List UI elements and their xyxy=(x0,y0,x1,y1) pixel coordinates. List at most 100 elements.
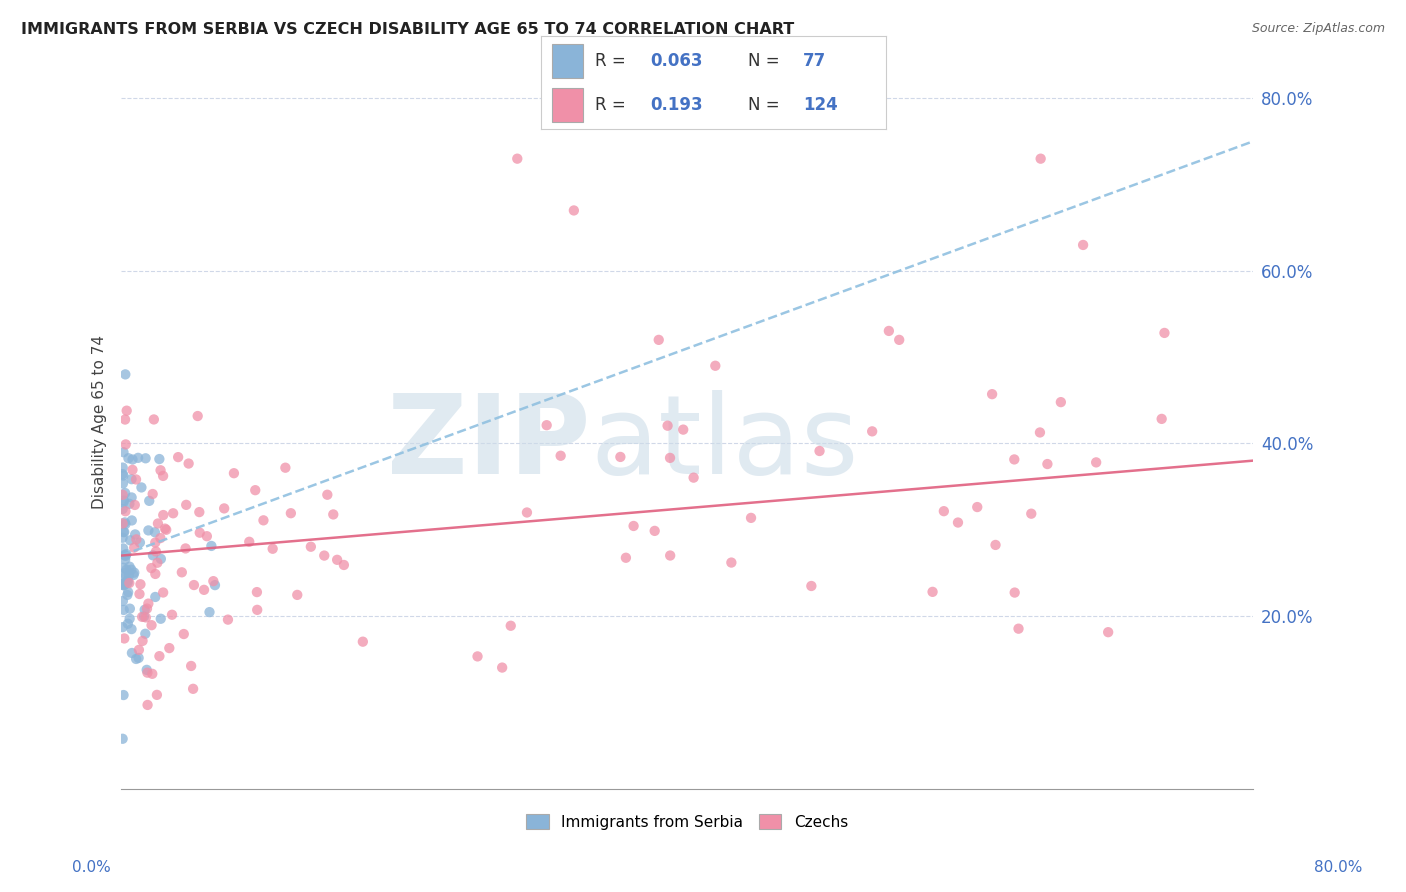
Text: R =: R = xyxy=(595,52,626,70)
Point xyxy=(129,535,152,549)
Point xyxy=(112,603,135,617)
Point xyxy=(659,549,682,563)
Point xyxy=(981,387,1004,401)
Point xyxy=(1036,457,1059,471)
Point xyxy=(740,511,762,525)
Point xyxy=(131,480,153,494)
Point xyxy=(146,556,169,570)
Point xyxy=(174,498,197,512)
Point xyxy=(117,574,139,588)
Point xyxy=(135,451,157,466)
Point xyxy=(322,508,344,522)
Point xyxy=(682,470,704,484)
Point xyxy=(316,488,339,502)
Point xyxy=(252,513,274,527)
Point xyxy=(114,575,136,590)
Point xyxy=(145,544,167,558)
Point xyxy=(111,516,134,531)
Point xyxy=(1153,326,1175,340)
Point xyxy=(246,585,269,599)
Point xyxy=(112,578,135,592)
Point xyxy=(121,452,143,467)
Point xyxy=(217,613,239,627)
Point xyxy=(112,495,135,509)
Point xyxy=(127,450,149,465)
Point xyxy=(280,506,302,520)
Point xyxy=(141,561,163,575)
Point xyxy=(245,483,267,498)
Point xyxy=(200,539,222,553)
Point xyxy=(111,531,134,545)
Point xyxy=(131,610,153,624)
Point xyxy=(118,601,141,615)
Point xyxy=(188,525,211,540)
Point xyxy=(134,627,156,641)
Point xyxy=(238,534,260,549)
Point xyxy=(114,549,136,563)
Point xyxy=(1071,238,1094,252)
Point xyxy=(111,476,134,491)
Point xyxy=(114,517,136,532)
Point xyxy=(143,590,166,604)
Point xyxy=(181,681,204,696)
Point xyxy=(142,487,165,501)
Point xyxy=(212,501,235,516)
Point xyxy=(1029,152,1052,166)
Point xyxy=(285,588,308,602)
Point xyxy=(198,605,221,619)
Point xyxy=(114,548,136,562)
Point xyxy=(614,550,637,565)
Point xyxy=(177,457,200,471)
FancyBboxPatch shape xyxy=(551,44,582,78)
Point xyxy=(128,651,150,665)
Point xyxy=(352,634,374,648)
Text: ZIP: ZIP xyxy=(388,391,591,498)
Point xyxy=(122,566,145,580)
Point xyxy=(657,418,679,433)
Point xyxy=(153,522,176,536)
Point xyxy=(609,450,631,464)
Point xyxy=(146,516,169,531)
Point xyxy=(516,506,538,520)
Point xyxy=(299,540,322,554)
Point xyxy=(499,619,522,633)
Point xyxy=(114,552,136,566)
FancyBboxPatch shape xyxy=(551,88,582,122)
Point xyxy=(1007,622,1029,636)
Point xyxy=(112,445,135,459)
Point xyxy=(122,541,145,555)
Point xyxy=(148,452,170,467)
Point xyxy=(222,467,245,481)
Point xyxy=(562,203,585,218)
Point xyxy=(134,603,156,617)
Point xyxy=(117,588,139,602)
Point xyxy=(122,568,145,582)
Point xyxy=(1029,425,1052,440)
Point xyxy=(118,497,141,511)
Point xyxy=(1002,452,1025,467)
Point xyxy=(112,560,135,574)
Point xyxy=(536,418,558,433)
Point xyxy=(135,610,157,624)
Point xyxy=(314,549,336,563)
Point xyxy=(143,535,166,549)
Point xyxy=(117,575,139,590)
Point xyxy=(112,493,135,508)
Point xyxy=(118,568,141,582)
Point xyxy=(1050,395,1073,409)
Point xyxy=(193,582,215,597)
Point xyxy=(112,576,135,591)
Text: 80.0%: 80.0% xyxy=(1315,860,1362,874)
Point xyxy=(128,643,150,657)
Point xyxy=(808,444,831,458)
Point xyxy=(115,563,138,577)
Point xyxy=(114,504,136,518)
Point xyxy=(111,467,134,481)
Point xyxy=(114,437,136,451)
Point xyxy=(125,533,148,547)
Point xyxy=(114,368,136,382)
Point xyxy=(112,525,135,540)
Point xyxy=(138,524,160,538)
Point xyxy=(118,612,141,626)
Point xyxy=(644,524,666,538)
